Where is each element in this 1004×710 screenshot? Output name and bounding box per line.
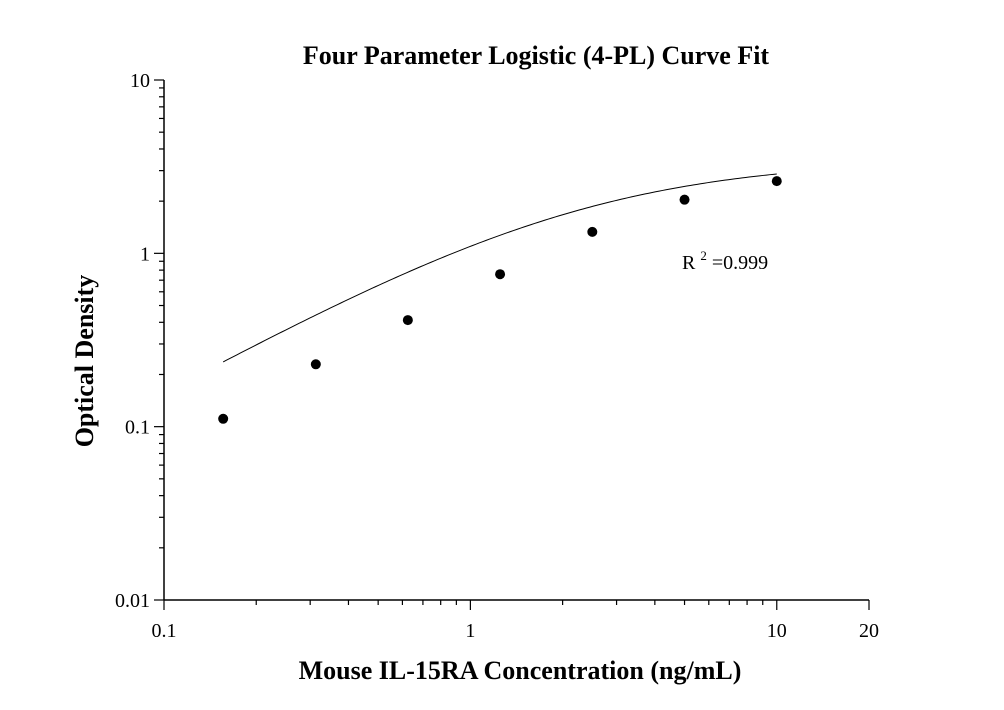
x-tick-label: 0.1 bbox=[152, 620, 177, 642]
data-points bbox=[218, 176, 782, 424]
x-axis-label: Mouse IL-15RA Concentration (ng/mL) bbox=[299, 656, 742, 685]
x-tick-label: 20 bbox=[859, 620, 879, 642]
chart-title: Four Parameter Logistic (4-PL) Curve Fit bbox=[303, 41, 770, 70]
y-tick-label: 10 bbox=[130, 70, 150, 92]
fit-curve bbox=[222, 173, 777, 363]
r-squared-base: R bbox=[682, 252, 696, 274]
data-point bbox=[495, 269, 506, 280]
x-tick-label: 1 bbox=[465, 620, 475, 642]
axes bbox=[163, 80, 869, 601]
data-point bbox=[587, 226, 598, 237]
data-point bbox=[310, 359, 321, 370]
ticks bbox=[154, 79, 870, 610]
r-squared-value: =0.999 bbox=[712, 252, 768, 274]
data-point bbox=[679, 194, 690, 205]
x-tick-label: 10 bbox=[767, 620, 787, 642]
data-point bbox=[402, 315, 413, 326]
r-squared-annotation: R 2 =0.999 bbox=[682, 243, 768, 274]
r-squared-superscript: 2 bbox=[700, 248, 707, 263]
data-point bbox=[218, 413, 229, 424]
y-tick-label: 0.1 bbox=[125, 417, 150, 439]
y-tick-label: 0.01 bbox=[115, 590, 150, 612]
y-axis-label: Optical Density bbox=[70, 275, 99, 448]
y-tick-label: 1 bbox=[140, 243, 150, 265]
data-point bbox=[771, 176, 782, 187]
